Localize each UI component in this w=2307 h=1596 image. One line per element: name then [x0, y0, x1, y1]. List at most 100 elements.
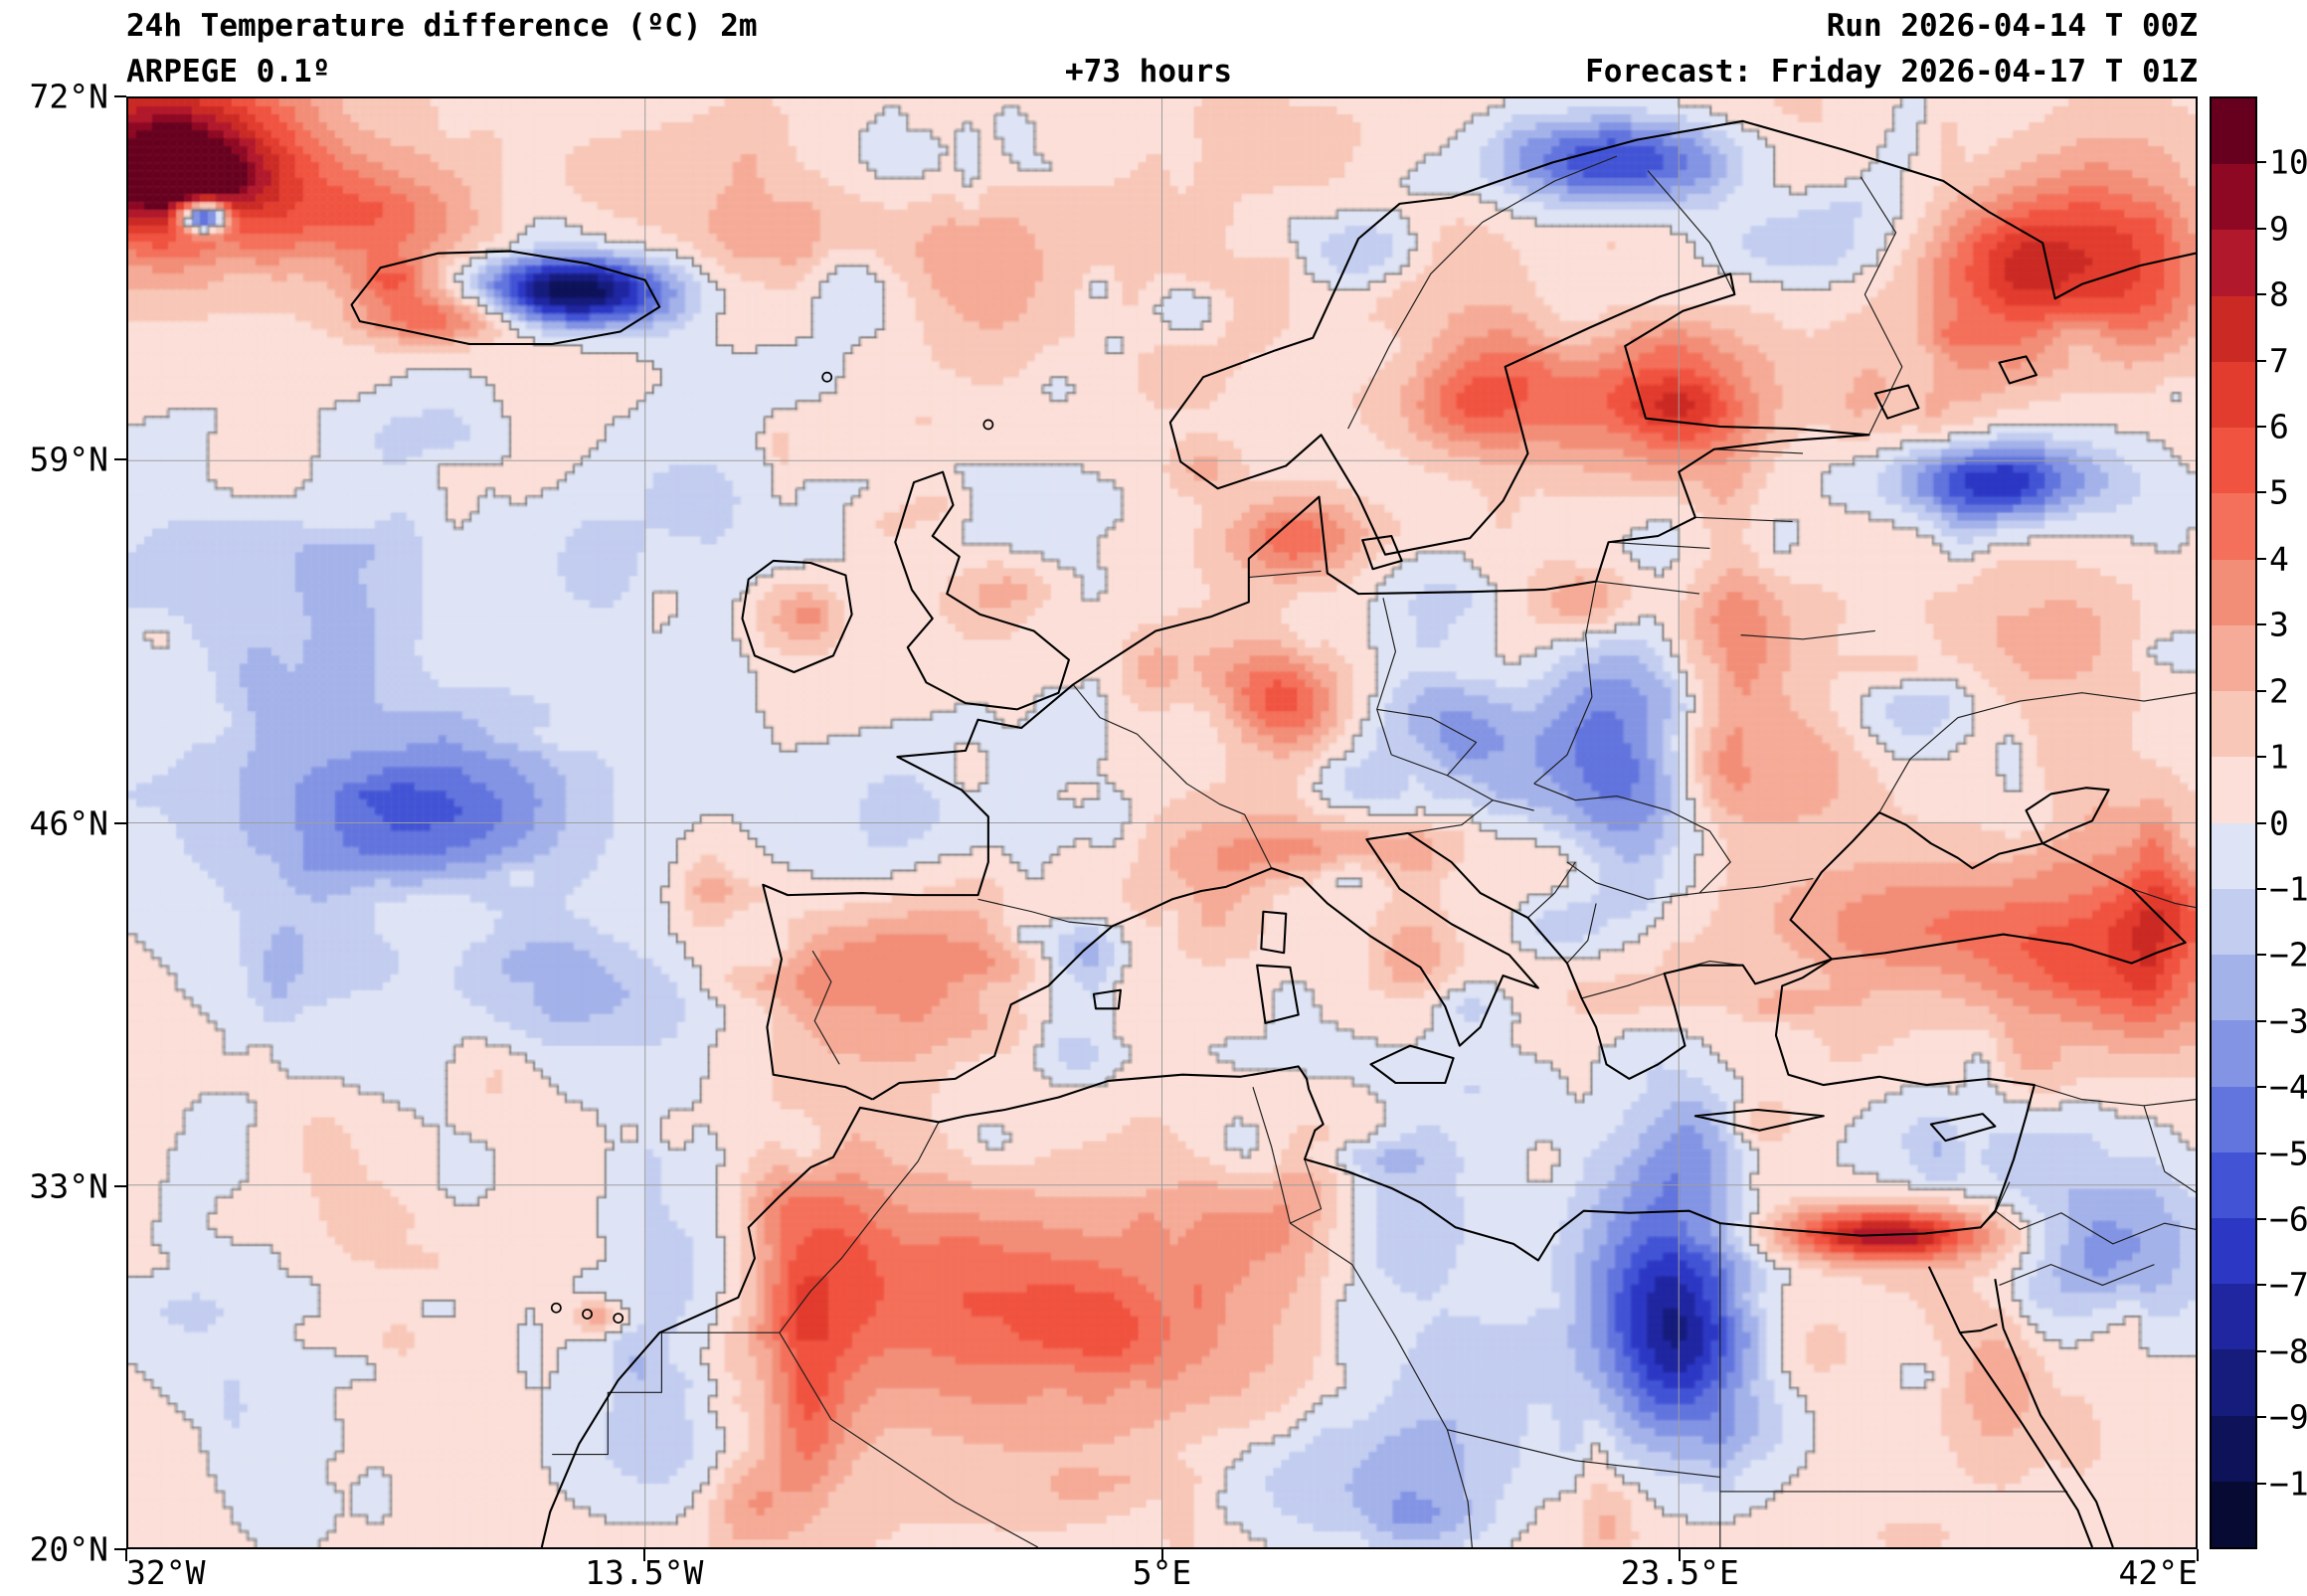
lat-tick-label: 20°N — [29, 1529, 108, 1569]
figure-title: 24h Temperature difference (ºC) 2m — [126, 8, 758, 44]
colorbar-segments — [2212, 98, 2255, 1548]
colorbar-tick-mark — [2257, 954, 2266, 957]
colorbar-tick-mark — [2257, 557, 2266, 560]
colorbar-tick-label: 0 — [2269, 803, 2289, 842]
island-canary-3 — [613, 1313, 624, 1325]
lat-tick-label: 33°N — [29, 1166, 108, 1206]
colorbar-tick-mark — [2257, 426, 2266, 429]
lat-tick-mark — [114, 1548, 126, 1550]
colorbar-segment — [2212, 493, 2255, 560]
colorbar-segment — [2212, 757, 2255, 823]
lon-tick-label: 32°W — [126, 1553, 206, 1592]
colorbar-segment — [2212, 1152, 2255, 1218]
colorbar-tick-mark — [2257, 1416, 2266, 1419]
colorbar-tick-mark — [2257, 1284, 2266, 1287]
colorbar-tick-mark — [2257, 1217, 2266, 1220]
colorbar-tick-mark — [2257, 1482, 2266, 1485]
colorbar-tick-mark — [2257, 887, 2266, 890]
colorbar-tick-label: 4 — [2269, 539, 2289, 579]
coast-atlantic-north-europe — [762, 119, 2196, 1101]
lat-axis: 72°N 59°N 46°N 33°N 20°N — [0, 78, 114, 1569]
colorbar-tick-mark — [2257, 756, 2266, 759]
colorbar-tick-mark — [2257, 689, 2266, 692]
coastlines — [350, 119, 2196, 1547]
colorbar-tick-mark — [2257, 821, 2266, 824]
map-overlay — [128, 98, 2196, 1547]
graticule — [128, 98, 2196, 1547]
colorbar-tick-label: 2 — [2269, 671, 2289, 711]
island-canary-2 — [582, 1309, 593, 1320]
coast-red-sea — [1927, 1266, 2114, 1547]
country-borders — [552, 155, 2196, 1547]
lat-tick-mark — [114, 1184, 126, 1187]
colorbar-segment — [2212, 888, 2255, 956]
colorbar-segment — [2212, 1415, 2255, 1482]
island-canary-1 — [550, 1302, 562, 1314]
model-label: ARPEGE 0.1º — [126, 54, 331, 89]
lat-tick-mark — [114, 821, 126, 824]
colorbar-tick-mark — [2257, 491, 2266, 494]
colorbar-tick-label: −3 — [2269, 1001, 2307, 1041]
colorbar-tick-label: −2 — [2269, 935, 2307, 975]
coast-black-sea — [1789, 811, 2187, 965]
colorbar-tick-label: 10 — [2269, 142, 2307, 182]
colorbar-tick-mark — [2257, 1152, 2266, 1154]
colorbar-tick-label: −1 — [2269, 869, 2307, 909]
coast-islands — [350, 250, 2038, 1143]
colorbar-segment — [2212, 164, 2255, 231]
forecast-label: Forecast: Friday 2026-04-17 T 01Z — [1585, 54, 2198, 89]
colorbar-tick-mark — [2257, 623, 2266, 626]
colorbar-segment — [2212, 559, 2255, 625]
colorbar-segment — [2212, 624, 2255, 692]
lon-tick-mark — [125, 1549, 127, 1561]
lat-tick-label: 46°N — [29, 803, 108, 842]
colorbar-tick-label: −10 — [2269, 1464, 2307, 1504]
colorbar-segment — [2212, 230, 2255, 296]
colorbar — [2210, 96, 2257, 1549]
colorbar-segment — [2212, 361, 2255, 429]
colorbar-segment — [2212, 1481, 2255, 1548]
colorbar-tick-mark — [2257, 1349, 2266, 1352]
island-faroe — [821, 371, 833, 383]
lat-tick-label: 72°N — [29, 77, 108, 116]
colorbar-tick-label: 5 — [2269, 472, 2289, 512]
colorbar-tick-label: −8 — [2269, 1331, 2307, 1371]
colorbar-tick-label: 7 — [2269, 341, 2289, 381]
lon-tick-label: 42°E — [2118, 1553, 2198, 1592]
colorbar-tick-label: −6 — [2269, 1199, 2307, 1239]
lat-tick-label: 59°N — [29, 440, 108, 479]
colorbar-segment — [2212, 295, 2255, 362]
colorbar-segment — [2212, 428, 2255, 494]
colorbar-segment — [2212, 691, 2255, 758]
colorbar-tick-mark — [2257, 293, 2266, 296]
colorbar-tick-mark — [2257, 1086, 2266, 1089]
colorbar-segment — [2212, 822, 2255, 889]
colorbar-tick-label: −7 — [2269, 1265, 2307, 1305]
colorbar-segment — [2212, 1217, 2255, 1285]
lon-axis: 32°W 13.5°W 5°E 23.5°E 42°E — [126, 1553, 2198, 1595]
colorbar-tick-mark — [2257, 359, 2266, 362]
coast-sea-of-azov — [2025, 787, 2110, 845]
colorbar-tick-label: −4 — [2269, 1067, 2307, 1107]
colorbar-tick-label: 6 — [2269, 407, 2289, 446]
colorbar-segment — [2212, 1086, 2255, 1153]
colorbar-tick-label: 9 — [2269, 209, 2289, 249]
colorbar-tick-mark — [2257, 161, 2266, 164]
colorbar-segment — [2212, 1349, 2255, 1416]
colorbar-segment — [2212, 1284, 2255, 1350]
colorbar-tick-label: −9 — [2269, 1397, 2307, 1437]
colorbar-segment — [2212, 1020, 2255, 1087]
colorbar-tick-label: −5 — [2269, 1134, 2307, 1173]
lead-time-label: +73 hours — [1065, 54, 1232, 89]
colorbar-segment — [2212, 955, 2255, 1021]
colorbar-tick-mark — [2257, 227, 2266, 230]
lon-tick-mark — [1160, 1549, 1163, 1561]
lon-tick-mark — [642, 1549, 645, 1561]
map-plot — [126, 96, 2198, 1549]
colorbar-tick-label: 8 — [2269, 274, 2289, 314]
lon-tick-mark — [1679, 1549, 1682, 1561]
colorbar-tick-label: 1 — [2269, 737, 2289, 777]
coast-mediterranean-north — [871, 831, 1833, 1101]
